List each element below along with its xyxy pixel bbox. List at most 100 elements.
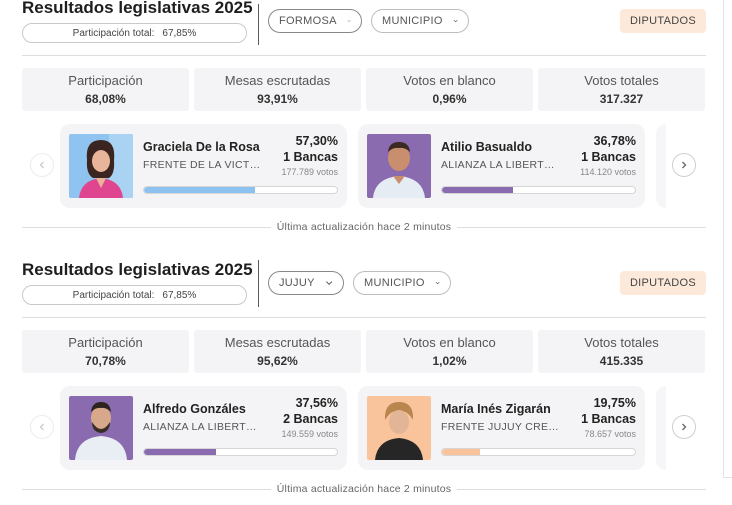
header-separator [22, 317, 706, 318]
stat-value: 68,08% [85, 92, 126, 106]
participation-total-label: Participación total: [72, 289, 155, 301]
candidate-percentage: 36,78% [593, 134, 636, 148]
province-dropdown[interactable]: FORMOSA [268, 9, 362, 33]
province-dropdown[interactable]: JUJUY [268, 271, 344, 295]
province-dropdown-label: JUJUY [279, 277, 315, 289]
candidate-photo [367, 396, 431, 460]
stat-value: 70,78% [85, 354, 126, 368]
divider [22, 226, 271, 228]
candidate-card[interactable]: Alfredo Gonzáles ALIANZA LA LIBERT… 37,5… [60, 386, 347, 470]
divider [457, 488, 706, 490]
vote-progress-fill [442, 449, 481, 455]
candidate-percentage: 37,56% [295, 396, 338, 410]
stat-label: Participación [68, 335, 143, 350]
candidate-name: Atilio Basualdo [441, 140, 532, 154]
candidate-percentage: 19,75% [593, 396, 636, 410]
category-badge: DIPUTADOS [619, 9, 706, 33]
chevron-left-icon [39, 423, 44, 431]
candidate-percentage: 57,30% [295, 134, 338, 148]
stat-total-votes: Votos totales 317.327 [538, 68, 705, 111]
stat-value: 95,62% [257, 354, 298, 368]
candidate-party: ALIANZA LA LIBERT… [143, 421, 257, 433]
last-update-row: Última actualización hace 2 minutos [22, 220, 706, 234]
header-divider [258, 260, 259, 307]
category-badge: DIPUTADOS [619, 271, 706, 295]
stat-label: Mesas escrutadas [224, 73, 331, 88]
stat-value: 1,02% [432, 354, 467, 368]
stat-label: Votos totales [584, 73, 659, 88]
vote-progress-bar [143, 448, 338, 456]
stat-participation: Participación 70,78% [22, 330, 189, 373]
participation-total-label: Participación total: [72, 27, 155, 39]
carousel-prev-button[interactable] [30, 153, 54, 177]
candidate-name: Graciela De la Rosa [143, 140, 260, 154]
next-card-peek [656, 124, 666, 208]
header-divider [258, 4, 259, 45]
chevron-left-icon [39, 161, 44, 169]
candidate-photo [69, 396, 133, 460]
participation-total-value: 67,85% [162, 289, 197, 301]
province-dropdown-label: FORMOSA [279, 15, 337, 27]
candidate-party: ALIANZA LA LIBERT… [441, 159, 555, 171]
scrollbar-corner [723, 477, 732, 478]
candidate-party: FRENTE JUJUY CRE… [441, 421, 560, 433]
divider [22, 488, 271, 490]
stat-tables-counted: Mesas escrutadas 93,91% [194, 68, 361, 111]
candidate-card[interactable]: María Inés Zigarán FRENTE JUJUY CRE… 19,… [358, 386, 645, 470]
candidate-photo [367, 134, 431, 198]
stat-label: Mesas escrutadas [224, 335, 331, 350]
candidate-name: Alfredo Gonzáles [143, 402, 246, 416]
stat-value: 93,91% [257, 92, 298, 106]
divider [457, 226, 706, 228]
stat-total-votes: Votos totales 415.335 [538, 330, 705, 373]
municipality-dropdown[interactable]: MUNICIPIO [353, 271, 451, 295]
participation-total-pill: Participación total: 67,85% [22, 23, 247, 43]
municipality-dropdown-label: MUNICIPIO [364, 277, 425, 289]
vote-progress-bar [441, 186, 636, 194]
candidate-card[interactable]: Atilio Basualdo ALIANZA LA LIBERT… 36,78… [358, 124, 645, 208]
section-title: Resultados legislativas 2025 [22, 0, 253, 17]
carousel-next-button[interactable] [672, 153, 696, 177]
candidate-votes: 177.789 votos [281, 167, 338, 177]
next-card-peek [656, 386, 666, 470]
scrollbar-track[interactable] [723, 0, 724, 478]
candidate-party: FRENTE DE LA VICT… [143, 159, 261, 171]
stat-label: Votos totales [584, 335, 659, 350]
vote-progress-fill [144, 187, 255, 193]
municipality-dropdown[interactable]: MUNICIPIO [371, 9, 469, 33]
last-update-text: Última actualización hace 2 minutos [276, 221, 452, 233]
results-section-jujuy: Resultados legislativas 2025 Participaci… [22, 260, 706, 500]
participation-total-pill: Participación total: 67,85% [22, 285, 247, 305]
stat-blank-votes: Votos en blanco 0,96% [366, 68, 533, 111]
candidate-seats: 2 Bancas [283, 412, 338, 426]
chevron-right-icon [682, 423, 687, 431]
candidate-photo [69, 134, 133, 198]
candidate-seats: 1 Bancas [581, 150, 636, 164]
carousel-next-button[interactable] [672, 415, 696, 439]
stat-label: Participación [68, 73, 143, 88]
last-update-text: Última actualización hace 2 minutos [276, 483, 452, 495]
chevron-right-icon [682, 161, 687, 169]
candidate-name: María Inés Zigarán [441, 402, 551, 416]
stat-value: 415.335 [599, 354, 644, 368]
candidate-card[interactable]: Graciela De la Rosa FRENTE DE LA VICT… 5… [60, 124, 347, 208]
stat-participation: Participación 68,08% [22, 68, 189, 111]
chevron-down-icon [435, 281, 440, 285]
vote-progress-fill [144, 449, 217, 455]
candidate-votes: 114.120 votos [580, 167, 636, 177]
stat-blank-votes: Votos en blanco 1,02% [366, 330, 533, 373]
header-separator [22, 55, 706, 56]
section-title: Resultados legislativas 2025 [22, 260, 253, 279]
candidate-votes: 149.559 votos [281, 429, 338, 439]
municipality-dropdown-label: MUNICIPIO [382, 15, 443, 27]
chevron-down-icon [347, 20, 351, 23]
stat-label: Votos en blanco [403, 73, 496, 88]
candidate-votes: 78.657 votos [584, 429, 636, 439]
last-update-row: Última actualización hace 2 minutos [22, 482, 706, 496]
candidate-seats: 1 Bancas [283, 150, 338, 164]
vote-progress-bar [143, 186, 338, 194]
chevron-down-icon [453, 19, 458, 23]
stat-value: 317.327 [599, 92, 644, 106]
candidate-seats: 1 Bancas [581, 412, 636, 426]
carousel-prev-button[interactable] [30, 415, 54, 439]
